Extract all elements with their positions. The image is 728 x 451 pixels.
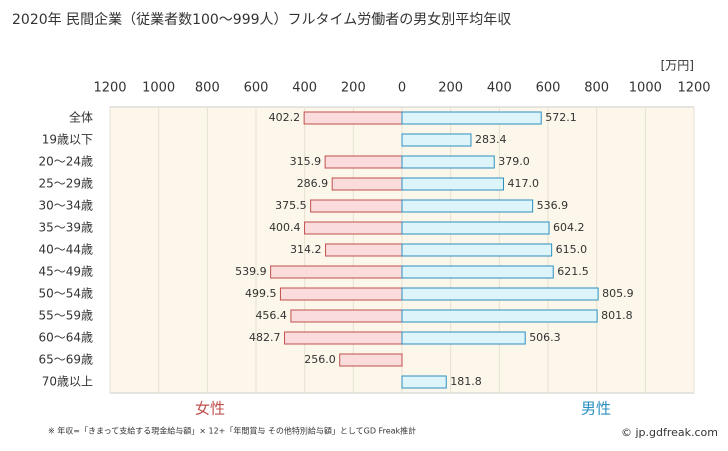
- bar: [401, 155, 495, 169]
- value-label: 801.8: [601, 309, 633, 322]
- value-label: 536.9: [537, 199, 569, 212]
- x-tick-label: 800: [584, 81, 609, 96]
- bar: [303, 111, 403, 125]
- x-tick-label: 1200: [677, 81, 710, 96]
- category-label: 40〜44歳: [38, 243, 93, 257]
- value-label: 314.2: [290, 243, 322, 256]
- category-label: 55〜59歳: [38, 309, 93, 323]
- x-tick-label: 600: [536, 81, 561, 96]
- bar: [401, 199, 534, 213]
- legend-label: 男性: [581, 400, 611, 418]
- category-label: 20〜24歳: [38, 155, 93, 169]
- x-tick-label: 400: [292, 81, 317, 96]
- value-label: 283.4: [475, 133, 507, 146]
- footnote: ※ 年収=「きまって支給する現金給与額」× 12+「年間賞与 その他特別給与額」…: [48, 426, 416, 436]
- value-label: 539.9: [235, 265, 267, 278]
- category-label: 70歳以上: [42, 375, 93, 389]
- value-label: 402.2: [269, 111, 301, 124]
- x-tick-label: 400: [487, 81, 512, 96]
- value-label: 805.9: [602, 287, 634, 300]
- bar: [279, 287, 403, 301]
- category-label: 60〜64歳: [38, 331, 93, 345]
- value-label: 400.4: [269, 221, 301, 234]
- bar: [324, 155, 403, 169]
- value-label: 375.5: [275, 199, 307, 212]
- x-tick-label: 800: [195, 81, 220, 96]
- value-label: 256.0: [304, 353, 336, 366]
- value-label: 499.5: [245, 287, 277, 300]
- bar: [401, 243, 553, 257]
- bar: [401, 133, 472, 147]
- category-label: 45〜49歳: [38, 265, 93, 279]
- value-label: 181.8: [450, 375, 482, 388]
- legend-label: 女性: [195, 400, 225, 418]
- unit-label: [万円]: [661, 59, 694, 73]
- value-label: 315.9: [290, 155, 322, 168]
- bar: [401, 331, 526, 345]
- x-tick-label: 1000: [142, 81, 175, 96]
- bar: [401, 265, 554, 279]
- category-label: 50〜54歳: [38, 287, 93, 301]
- category-label: 65〜69歳: [38, 353, 93, 367]
- value-label: 417.0: [507, 177, 538, 190]
- category-label: 30〜34歳: [38, 199, 93, 213]
- value-label: 379.0: [498, 155, 530, 168]
- x-tick-label: 600: [244, 81, 269, 96]
- value-label: 604.2: [553, 221, 585, 234]
- bar: [401, 111, 542, 125]
- bar: [401, 221, 550, 235]
- x-tick-label: 1000: [629, 81, 662, 96]
- bar: [325, 243, 403, 257]
- bar: [310, 199, 403, 213]
- value-label: 456.4: [255, 309, 287, 322]
- category-label: 全体: [69, 110, 93, 125]
- x-tick-label: 200: [438, 81, 463, 96]
- bar: [331, 177, 403, 191]
- bar: [284, 331, 403, 345]
- bar: [401, 309, 598, 323]
- value-label: 286.9: [297, 177, 329, 190]
- value-label: 482.7: [249, 331, 281, 344]
- bar: [401, 177, 504, 191]
- value-label: 572.1: [545, 111, 577, 124]
- category-label: 19歳以下: [42, 133, 93, 147]
- bar: [401, 375, 447, 389]
- x-tick-label: 200: [341, 81, 366, 96]
- value-label: 615.0: [556, 243, 588, 256]
- x-tick-label: 0: [398, 81, 406, 96]
- bar: [339, 353, 403, 367]
- category-label: 25〜29歳: [38, 177, 93, 191]
- credit: © jp.gdfreak.com: [621, 426, 718, 439]
- category-label: 35〜39歳: [38, 221, 93, 235]
- bar: [304, 221, 403, 235]
- value-label: 506.3: [529, 331, 561, 344]
- x-tick-label: 1200: [93, 81, 126, 96]
- bar: [270, 265, 403, 279]
- bar: [290, 309, 403, 323]
- bar: [401, 287, 599, 301]
- chart-title: 2020年 民間企業（従業者数100〜999人）フルタイム労働者の男女別平均年収: [12, 11, 511, 28]
- value-label: 621.5: [557, 265, 589, 278]
